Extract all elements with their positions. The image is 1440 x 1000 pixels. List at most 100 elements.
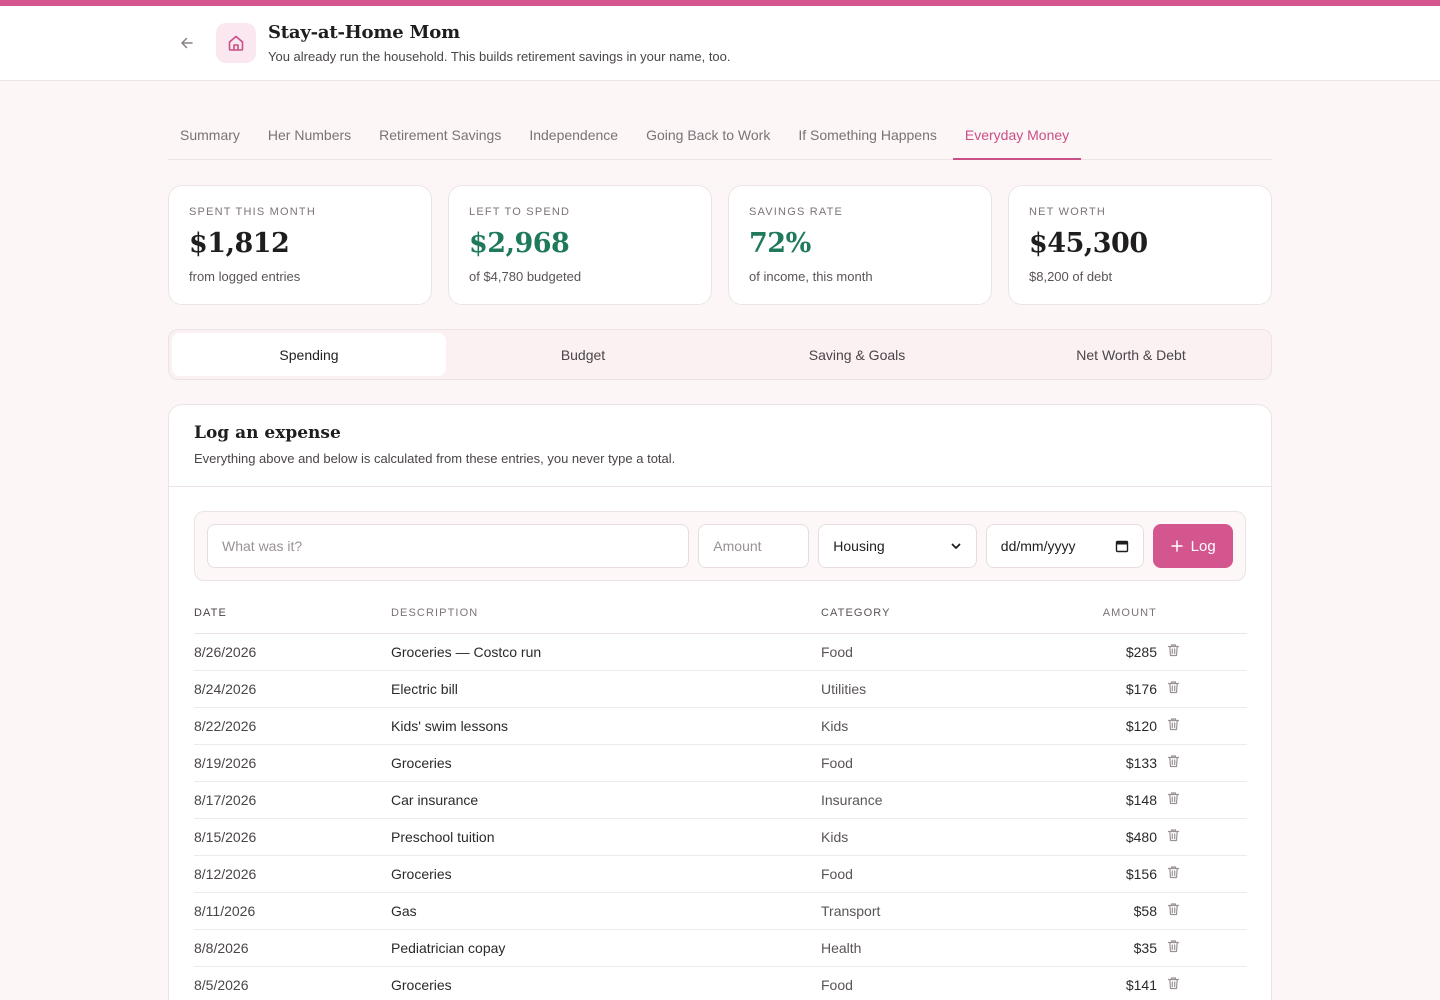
row-description: Kids' swim lessons <box>391 707 821 745</box>
card-savings-rate: SAVINGS RATE 72% of income, this month <box>728 185 992 305</box>
col-category: CATEGORY <box>821 603 1031 634</box>
trash-icon[interactable] <box>1167 865 1180 882</box>
tab-retirement-savings[interactable]: Retirement Savings <box>379 127 502 143</box>
log-button-label: Log <box>1190 537 1216 555</box>
row-amount: $285 <box>1031 633 1157 671</box>
row-description: Groceries <box>391 744 821 782</box>
trash-icon[interactable] <box>1167 643 1180 660</box>
row-category: Food <box>821 744 1031 782</box>
row-date: 8/19/2026 <box>194 744 391 782</box>
trash-icon[interactable] <box>1167 828 1180 845</box>
description-input[interactable] <box>207 524 690 568</box>
card-value: 72% <box>749 228 811 259</box>
col-amount: AMOUNT <box>1031 603 1157 634</box>
row-category: Transport <box>821 892 1031 930</box>
row-amount: $35 <box>1031 929 1157 967</box>
card-net-worth: NET WORTH $45,300 $8,200 of debt <box>1008 185 1272 305</box>
summary-cards: SPENT THIS MONTH $1,812 from logged entr… <box>168 185 1272 305</box>
home-icon <box>216 23 256 63</box>
trash-icon[interactable] <box>1167 754 1180 771</box>
row-description: Pediatrician copay <box>391 929 821 967</box>
accent-bar <box>0 0 1440 6</box>
segment-spending[interactable]: Spending <box>172 333 446 376</box>
page-subtitle: You already run the household. This buil… <box>268 49 731 64</box>
col-description: DESCRIPTION <box>391 603 821 634</box>
trash-icon[interactable] <box>1167 976 1180 993</box>
row-date: 8/8/2026 <box>194 929 391 967</box>
expense-table: DATE DESCRIPTION CATEGORY AMOUNT 8/26/20… <box>194 603 1247 1000</box>
row-category: Kids <box>821 707 1031 745</box>
row-amount: $141 <box>1031 966 1157 1000</box>
tab-everyday-money[interactable]: Everyday Money <box>952 112 1082 160</box>
table-row: 8/26/2026 Groceries — Costco run Food $285 <box>194 633 1247 671</box>
row-description: Electric bill <box>391 670 821 708</box>
tab-summary[interactable]: Summary <box>180 127 240 143</box>
back-arrow-icon[interactable] <box>176 32 198 54</box>
card-label: SPENT THIS MONTH <box>189 206 316 218</box>
category-value: Housing <box>833 538 885 554</box>
table-row: 8/19/2026 Groceries Food $133 <box>194 744 1247 782</box>
card-value: $1,812 <box>189 228 290 259</box>
main-tabs: Summary Her Numbers Retirement Savings I… <box>168 112 1272 160</box>
tab-if-something-happens[interactable]: If Something Happens <box>798 127 937 143</box>
panel-title: Log an expense <box>194 423 341 443</box>
row-date: 8/5/2026 <box>194 966 391 1000</box>
row-category: Health <box>821 929 1031 967</box>
segmented-control: Spending Budget Saving & Goals Net Worth… <box>168 329 1272 380</box>
trash-icon[interactable] <box>1167 791 1180 808</box>
chevron-down-icon <box>951 543 961 549</box>
calendar-icon <box>1116 540 1129 553</box>
row-amount: $148 <box>1031 781 1157 819</box>
card-value: $45,300 <box>1029 228 1148 259</box>
tab-going-back-to-work[interactable]: Going Back to Work <box>646 127 771 143</box>
row-amount: $58 <box>1031 892 1157 930</box>
card-sub: from logged entries <box>189 269 301 284</box>
row-description: Preschool tuition <box>391 818 821 856</box>
card-label: SAVINGS RATE <box>749 206 844 218</box>
card-label: NET WORTH <box>1029 206 1107 218</box>
row-date: 8/17/2026 <box>194 781 391 819</box>
segment-saving-goals[interactable]: Saving & Goals <box>808 346 906 363</box>
row-description: Groceries <box>391 855 821 893</box>
col-date: DATE <box>194 603 391 634</box>
segment-budget[interactable]: Budget <box>560 346 606 363</box>
row-amount: $120 <box>1031 707 1157 745</box>
row-category: Food <box>821 966 1031 1000</box>
tab-her-numbers[interactable]: Her Numbers <box>267 127 352 143</box>
row-category: Food <box>821 855 1031 893</box>
row-amount: $480 <box>1031 818 1157 856</box>
card-sub: $8,200 of debt <box>1029 269 1113 284</box>
trash-icon[interactable] <box>1167 939 1180 956</box>
table-row: 8/11/2026 Gas Transport $58 <box>194 892 1247 930</box>
row-amount: $133 <box>1031 744 1157 782</box>
log-button[interactable]: Log <box>1153 524 1234 568</box>
row-description: Groceries <box>391 966 821 1000</box>
card-sub: of income, this month <box>749 269 873 284</box>
row-date: 8/15/2026 <box>194 818 391 856</box>
panel-subtitle: Everything above and below is calculated… <box>194 451 676 466</box>
table-row: 8/5/2026 Groceries Food $141 <box>194 966 1247 1000</box>
row-date: 8/22/2026 <box>194 707 391 745</box>
row-description: Gas <box>391 892 821 930</box>
page-title: Stay-at-Home Mom <box>268 22 460 43</box>
trash-icon[interactable] <box>1167 902 1180 919</box>
plus-icon <box>1170 540 1183 552</box>
row-date: 8/24/2026 <box>194 670 391 708</box>
row-category: Food <box>821 633 1031 671</box>
trash-icon[interactable] <box>1167 680 1180 697</box>
category-select[interactable]: Housing <box>818 524 977 568</box>
expense-form: Housing dd/mm/yyyy Log <box>194 511 1246 581</box>
row-description: Groceries — Costco run <box>391 633 821 671</box>
card-sub: of $4,780 budgeted <box>469 269 582 284</box>
segment-net-worth-debt[interactable]: Net Worth & Debt <box>1076 346 1186 363</box>
row-category: Utilities <box>821 670 1031 708</box>
date-placeholder: dd/mm/yyyy <box>1000 538 1076 554</box>
trash-icon[interactable] <box>1167 717 1180 734</box>
table-row: 8/22/2026 Kids' swim lessons Kids $120 <box>194 707 1247 745</box>
tab-independence[interactable]: Independence <box>529 127 619 143</box>
row-date: 8/11/2026 <box>194 892 391 930</box>
table-row: 8/8/2026 Pediatrician copay Health $35 <box>194 929 1247 967</box>
date-input[interactable]: dd/mm/yyyy <box>985 524 1145 568</box>
card-value: $2,968 <box>469 228 570 259</box>
amount-input[interactable] <box>698 524 810 568</box>
